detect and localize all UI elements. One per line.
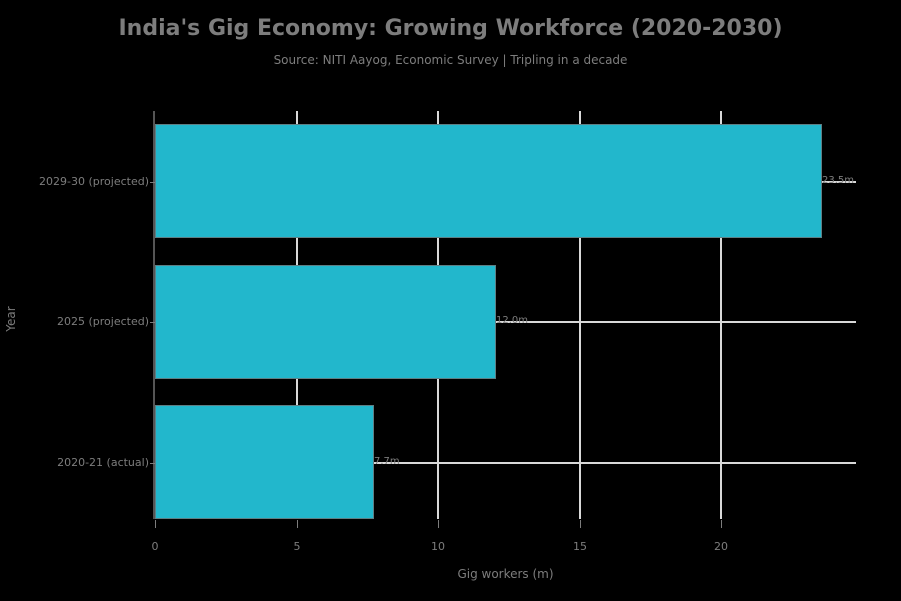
- value-label-2020-21: 7.7m: [374, 456, 400, 467]
- x-tick: [580, 520, 581, 528]
- x-tick-label-0: 0: [151, 540, 159, 553]
- y-tick-label-2025: 2025 (projected): [56, 315, 149, 328]
- bar-2020-21: [155, 405, 374, 519]
- chart-title: India's Gig Economy: Growing Workforce (…: [118, 16, 783, 41]
- x-tick: [155, 520, 156, 528]
- x-tick-label-10: 10: [431, 540, 445, 553]
- bar-2029-30: [155, 124, 822, 238]
- x-tick: [438, 520, 439, 528]
- value-label-2029-30: 23.5m: [822, 175, 855, 186]
- y-axis-line: [153, 111, 155, 519]
- y-tick: [150, 182, 155, 183]
- value-label-2025: 12.0m: [496, 315, 529, 326]
- chart-subtitle: Source: NITI Aayog, Economic Survey | Tr…: [273, 53, 628, 67]
- x-tick: [297, 520, 298, 528]
- gridline-x-20: [720, 111, 722, 519]
- x-tick-label-5: 5: [293, 540, 301, 553]
- y-tick-label-2020-21: 2020-21 (actual): [57, 456, 149, 469]
- y-tick-label-2029-30: 2029-30 (projected): [39, 175, 149, 188]
- gridline-x-15: [579, 111, 581, 519]
- gridline-y-2025: [155, 321, 856, 323]
- gridline-y-2020: [155, 462, 856, 464]
- y-tick: [150, 463, 155, 464]
- x-tick: [721, 520, 722, 528]
- x-tick-label-20: 20: [714, 540, 728, 553]
- bar-2025: [155, 265, 496, 379]
- x-tick-label-15: 15: [573, 540, 587, 553]
- plot-area: 23.5m 12.0m 7.7m: [153, 111, 856, 519]
- x-axis-title: Gig workers (m): [457, 567, 554, 581]
- y-axis-title: Year: [4, 306, 18, 332]
- y-tick: [150, 322, 155, 323]
